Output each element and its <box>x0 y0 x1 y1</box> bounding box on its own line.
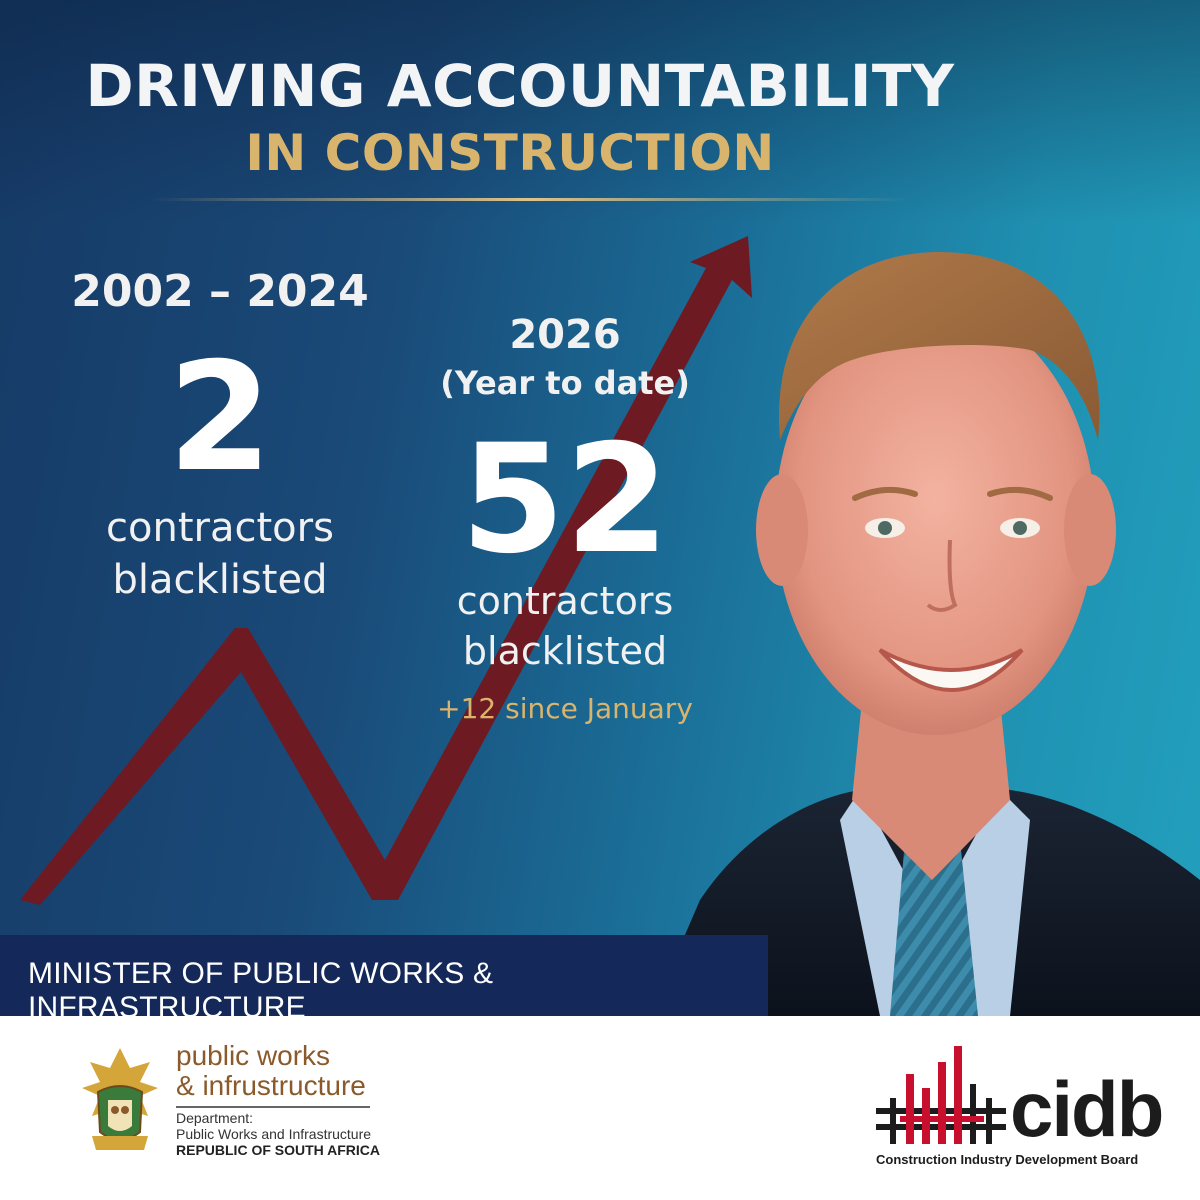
before-period: 2002 – 2024 <box>71 266 369 317</box>
cidb-wordmark: cidb <box>1010 1065 1164 1153</box>
before-value: 2 <box>167 331 273 505</box>
hero-panel: DRIVING ACCOUNTABILITY IN CONSTRUCTION 2… <box>0 0 1200 1016</box>
iris-right <box>1013 521 1027 535</box>
after-period-note: (Year to date) <box>440 364 690 402</box>
brow-left <box>852 486 918 501</box>
ear-right <box>1064 474 1116 586</box>
coat-of-arms-logo <box>82 1048 158 1150</box>
caption-text: MINISTER OF PUBLIC WORKS & INFRASTRUCTUR… <box>28 957 494 1016</box>
headline-divider <box>150 198 910 201</box>
brow-right <box>987 486 1053 501</box>
smile <box>878 648 1024 692</box>
department-label: Department: <box>176 1110 254 1126</box>
minister-portrait <box>650 251 1200 1016</box>
after-note: +12 since January <box>437 692 693 725</box>
trend-arrow <box>20 236 752 905</box>
after-period: 2026 <box>509 312 621 358</box>
department-name-line-1: public works <box>176 1040 331 1071</box>
department-country: REPUBLIC OF SOUTH AFRICA <box>176 1142 381 1158</box>
hair <box>778 251 1100 440</box>
cidb-logo-mark <box>876 1046 1006 1144</box>
before-label-line-2: blacklisted <box>112 557 328 603</box>
headline-line-2: IN CONSTRUCTION <box>245 124 775 182</box>
cidb-subtitle: Construction Industry Development Board <box>876 1152 1139 1167</box>
before-label-line-1: contractors <box>106 505 334 551</box>
before-label: contractors blacklisted <box>40 502 400 606</box>
after-label: contractors blacklisted <box>410 576 720 676</box>
headline-line-1: DRIVING ACCOUNTABILITY <box>85 52 955 120</box>
department-name-line-2: & infrustructure <box>176 1070 366 1101</box>
neck <box>852 700 1010 880</box>
department-rule <box>176 1106 370 1108</box>
shirt-collar <box>840 790 1030 1016</box>
nose <box>926 539 958 612</box>
ear-left <box>756 474 808 586</box>
after-label-line-2: blacklisted <box>462 629 668 673</box>
caption-bar: MINISTER OF PUBLIC WORKS & INFRASTRUCTUR… <box>0 935 768 1016</box>
after-label-line-1: contractors <box>456 579 674 623</box>
face <box>775 305 1095 735</box>
trend-arrow-graphic <box>20 236 752 905</box>
after-value: 52 <box>460 413 670 587</box>
department-full-name: Public Works and Infrastructure <box>176 1126 372 1142</box>
necktie <box>890 840 978 1016</box>
iris-left <box>878 521 892 535</box>
